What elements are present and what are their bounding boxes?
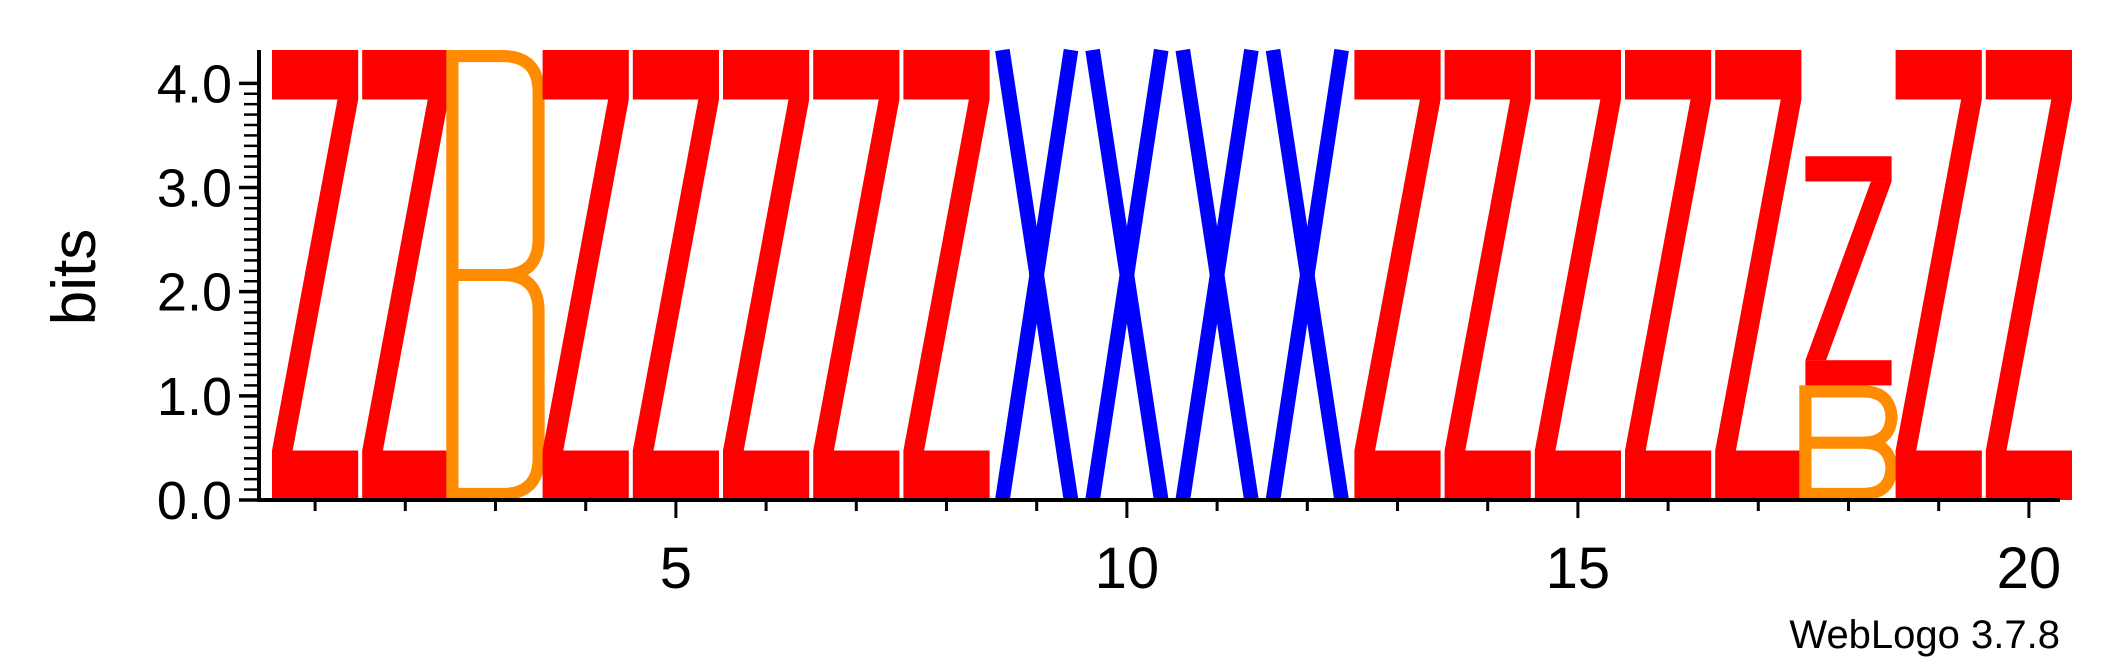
logo-position-20 <box>1985 50 2072 500</box>
logo-position-18 <box>1799 156 1898 500</box>
logo-letter-Z <box>1805 156 1892 386</box>
logo-position-9 <box>995 48 1079 502</box>
logo-letter-stacks <box>272 48 2072 502</box>
logo-letter-Z <box>903 50 990 500</box>
logo-letter-X <box>1085 48 1169 502</box>
logo-letter-X <box>1265 48 1349 502</box>
logo-position-2 <box>362 50 449 500</box>
logo-letter-Z <box>1354 50 1441 500</box>
logo-position-10 <box>1085 48 1169 502</box>
logo-letter-Z <box>632 50 719 500</box>
y-tick-label: 2.0 <box>157 263 232 323</box>
x-tick-label: 5 <box>660 536 692 601</box>
logo-letter-X <box>995 48 1079 502</box>
logo-letter-Z <box>1625 50 1712 500</box>
logo-letter-Z <box>1715 50 1802 500</box>
logo-letter-Z <box>1895 50 1982 500</box>
y-tick-label: 0.0 <box>157 471 232 531</box>
y-tick-label: 1.0 <box>157 367 232 427</box>
logo-position-4 <box>542 50 629 500</box>
logo-letter-Z <box>1444 50 1531 500</box>
logo-letter-Z <box>723 50 810 500</box>
logo-position-14 <box>1444 50 1531 500</box>
logo-position-16 <box>1625 50 1712 500</box>
logo-position-15 <box>1534 50 1621 500</box>
logo-position-1 <box>272 50 359 500</box>
logo-position-3 <box>446 50 545 500</box>
x-tick-label: 20 <box>1997 536 2062 601</box>
logo-letter-Z <box>1985 50 2072 500</box>
y-axis-label: bits <box>40 229 109 325</box>
logo-position-5 <box>632 50 719 500</box>
logo-letter-Z <box>272 50 359 500</box>
y-axis-ticks: 0.0 1.0 2.0 3.0 4.0 <box>157 54 259 531</box>
logo-letter-Z <box>813 50 900 500</box>
logo-position-6 <box>723 50 810 500</box>
x-tick-label: 15 <box>1546 536 1611 601</box>
weblogo-credit: WebLogo 3.7.8 <box>1789 613 2060 657</box>
logo-position-12 <box>1265 48 1349 502</box>
logo-letter-Z <box>542 50 629 500</box>
logo-position-19 <box>1895 50 1982 500</box>
x-axis-ticks: 5 10 15 20 <box>313 500 2062 601</box>
logo-position-8 <box>903 50 990 500</box>
y-tick-label: 3.0 <box>157 159 232 219</box>
x-tick-label: 10 <box>1095 536 1160 601</box>
logo-position-7 <box>813 50 900 500</box>
logo-position-11 <box>1175 48 1259 502</box>
logo-letter-X <box>1175 48 1259 502</box>
logo-letter-Z <box>1534 50 1621 500</box>
logo-position-13 <box>1354 50 1441 500</box>
logo-letter-B <box>1799 385 1898 500</box>
logo-letter-Z <box>362 50 449 500</box>
logo-letter-B <box>446 50 545 500</box>
logo-position-17 <box>1715 50 1802 500</box>
y-tick-label: 4.0 <box>157 54 232 114</box>
